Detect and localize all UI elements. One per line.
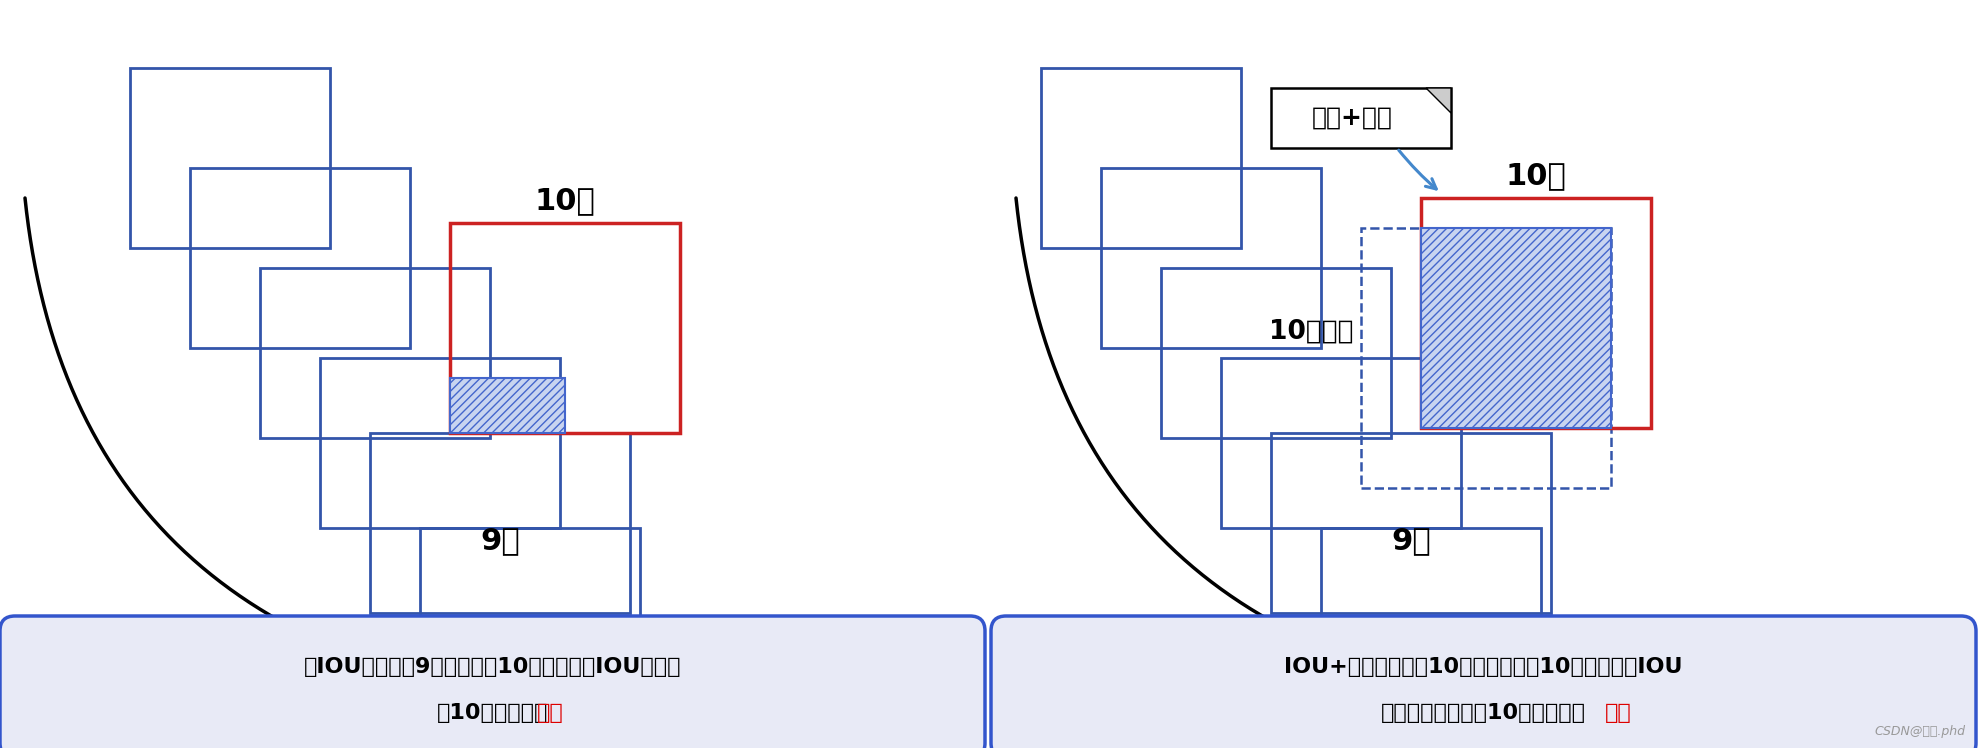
Bar (260, 268, 490, 438)
Bar (371, 433, 630, 613)
Text: 10帧: 10帧 (1506, 161, 1566, 190)
Bar (450, 223, 680, 433)
FancyBboxPatch shape (991, 616, 1976, 748)
Text: 9帧: 9帧 (480, 527, 519, 556)
Bar (319, 358, 561, 528)
FancyBboxPatch shape (0, 616, 985, 748)
Bar (1161, 268, 1391, 438)
Bar (1270, 433, 1552, 613)
Bar (1320, 528, 1540, 668)
Text: 9帧: 9帧 (1391, 527, 1431, 556)
Text: 10帧: 10帧 (535, 186, 595, 215)
Bar (420, 528, 640, 668)
Bar (450, 378, 565, 433)
Text: 第10帧关联失败: 第10帧关联失败 (436, 703, 549, 723)
FancyBboxPatch shape (1270, 88, 1451, 148)
Bar (1421, 198, 1651, 428)
Polygon shape (1425, 88, 1451, 113)
Text: CSDN@小陈.phd: CSDN@小陈.phd (1875, 725, 1964, 738)
Bar (1362, 228, 1611, 488)
Text: 成功: 成功 (1605, 703, 1631, 723)
Text: 10帧预测: 10帧预测 (1268, 319, 1354, 345)
Bar (190, 168, 410, 348)
Bar (131, 68, 329, 248)
Text: IOU+位置预测，第10帧预测框和第10帧目标框的IOU: IOU+位置预测，第10帧预测框和第10帧目标框的IOU (1284, 657, 1683, 677)
Text: 位置+尺寸: 位置+尺寸 (1312, 106, 1393, 130)
Text: 满足关联要求，第10帧关联成功: 满足关联要求，第10帧关联成功 (1381, 703, 1586, 723)
Bar (1041, 68, 1241, 248)
Bar (1100, 168, 1320, 348)
Bar (1421, 228, 1611, 428)
Bar (1221, 358, 1461, 528)
Text: 失败: 失败 (537, 703, 563, 723)
Text: 纯IOU关联，第9帧目标框和10帧目标框的IOU太小，: 纯IOU关联，第9帧目标框和10帧目标框的IOU太小， (303, 657, 682, 677)
